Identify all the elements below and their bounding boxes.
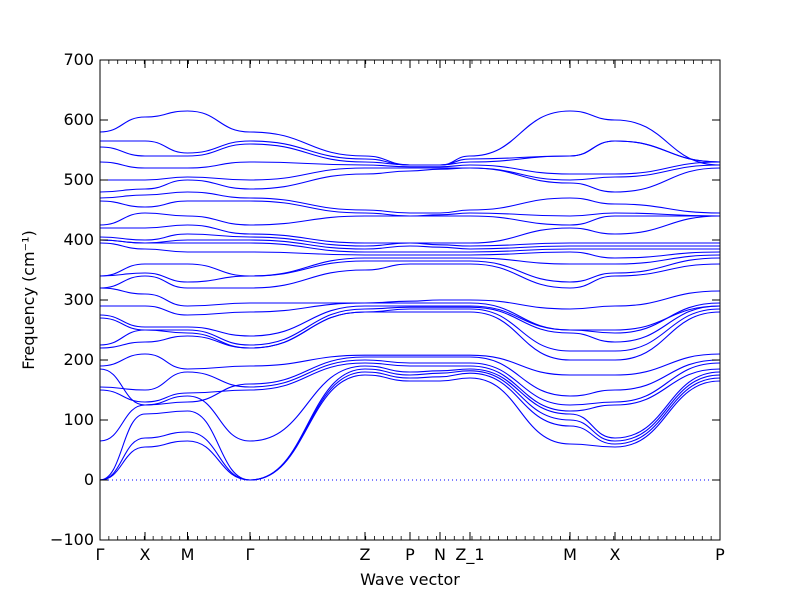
band-line-18 <box>99 242 721 259</box>
band-line-20 <box>99 239 720 250</box>
band-line-14 <box>99 287 721 310</box>
band-line-11 <box>99 305 721 346</box>
band-line-4 <box>99 365 721 442</box>
band-line-7 <box>99 356 721 406</box>
x-tick-label: Γ <box>96 545 105 564</box>
band-line-24 <box>99 200 721 217</box>
x-axis-label: Wave vector <box>360 570 460 589</box>
x-tick-label: N <box>434 545 446 564</box>
band-line-9 <box>99 311 721 361</box>
y-tick-label: 100 <box>63 410 94 429</box>
y-tick-label: 500 <box>63 170 94 189</box>
band-line-22 <box>100 215 721 244</box>
band-line-3 <box>99 368 721 481</box>
x-tick-label: M <box>181 545 195 564</box>
x-tick-label: P <box>715 545 725 564</box>
y-tick-label: 400 <box>63 230 94 249</box>
y-tick-label: 200 <box>63 350 94 369</box>
y-axis-ticks: −100 0 100 200 300 400 500 600 700 <box>50 50 720 549</box>
y-tick-label: 700 <box>63 50 94 69</box>
band-line-16 <box>99 257 721 283</box>
band-line-31 <box>99 110 721 166</box>
x-tick-label: P <box>405 545 415 564</box>
x-tick-label: Z_1 <box>455 545 484 565</box>
band-line-1 <box>99 374 721 481</box>
band-line-27 <box>100 164 721 181</box>
band-line-26 <box>99 167 721 193</box>
y-tick-label: 600 <box>63 110 94 129</box>
band-line-8 <box>99 353 721 376</box>
x-axis-minor-ticks <box>99 60 721 540</box>
band-line-15 <box>99 263 721 289</box>
x-tick-label: Z <box>360 545 371 564</box>
x-tick-label: M <box>563 545 577 564</box>
x-tick-label: X <box>610 545 621 564</box>
band-line-12 <box>99 302 721 337</box>
x-tick-label: X <box>140 545 151 564</box>
band-line-25 <box>99 191 721 214</box>
band-line-6 <box>99 359 721 406</box>
band-line-10 <box>99 308 721 352</box>
band-line-28 <box>99 161 721 175</box>
band-line-13 <box>100 302 721 331</box>
band-line-17 <box>99 254 721 277</box>
y-tick-label: 300 <box>63 290 94 309</box>
x-axis-ticks: Γ X M Γ Z P N Z_1 M X P <box>96 60 725 565</box>
y-tick-label: −100 <box>50 530 94 549</box>
band-line-2 <box>99 371 721 481</box>
band-line-5 <box>99 362 721 412</box>
y-axis-label: Frequency (cm⁻¹) <box>19 230 38 369</box>
band-lines <box>99 110 721 481</box>
y-tick-label: 0 <box>84 470 94 489</box>
band-line-19 <box>99 239 720 253</box>
x-tick-label: Γ <box>246 545 255 564</box>
